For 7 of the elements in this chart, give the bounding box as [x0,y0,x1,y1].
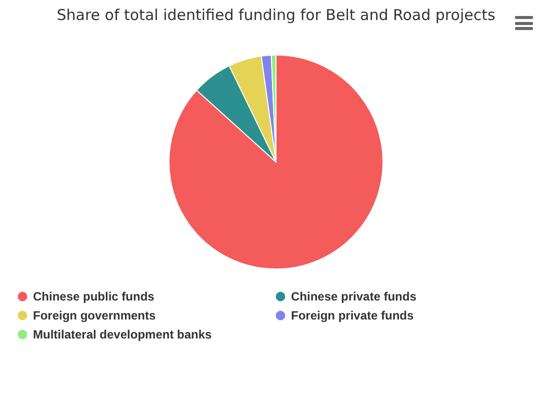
legend-label: Foreign private funds [291,308,414,322]
legend-label: Chinese private funds [291,290,417,304]
legend-label: Multilateral development banks [33,328,212,342]
pie-slice [168,54,384,270]
chart-title: Share of total identified funding for Belt and Road projects [56,6,496,24]
legend-label: Chinese public funds [33,290,155,304]
legend-label: Foreign governments [33,308,156,322]
